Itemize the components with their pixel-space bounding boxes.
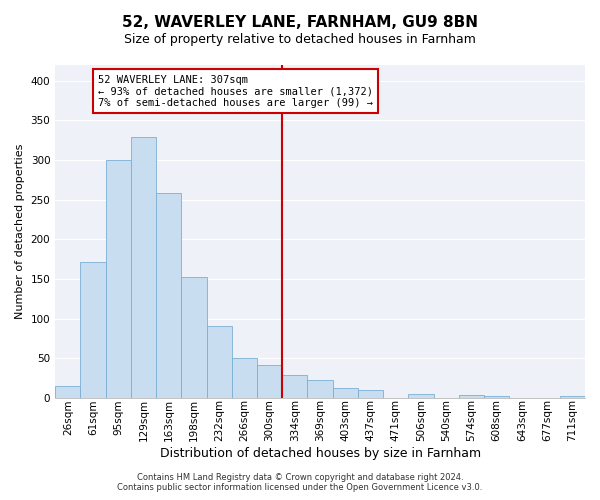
- Bar: [459, 395, 484, 398]
- Bar: [484, 396, 509, 398]
- Bar: [131, 137, 156, 398]
- Text: Contains HM Land Registry data © Crown copyright and database right 2024.
Contai: Contains HM Land Registry data © Crown c…: [118, 473, 482, 492]
- Bar: [206, 326, 232, 398]
- Bar: [106, 160, 131, 398]
- Y-axis label: Number of detached properties: Number of detached properties: [15, 144, 25, 319]
- Bar: [409, 394, 434, 398]
- Bar: [55, 386, 80, 398]
- Text: 52 WAVERLEY LANE: 307sqm
← 93% of detached houses are smaller (1,372)
7% of semi: 52 WAVERLEY LANE: 307sqm ← 93% of detach…: [98, 74, 373, 108]
- X-axis label: Distribution of detached houses by size in Farnham: Distribution of detached houses by size …: [160, 447, 481, 460]
- Bar: [282, 375, 307, 398]
- Bar: [307, 380, 332, 398]
- Text: 52, WAVERLEY LANE, FARNHAM, GU9 8BN: 52, WAVERLEY LANE, FARNHAM, GU9 8BN: [122, 15, 478, 30]
- Bar: [181, 276, 206, 398]
- Bar: [358, 390, 383, 398]
- Bar: [560, 396, 585, 398]
- Bar: [232, 358, 257, 398]
- Bar: [80, 262, 106, 398]
- Bar: [332, 388, 358, 398]
- Text: Size of property relative to detached houses in Farnham: Size of property relative to detached ho…: [124, 32, 476, 46]
- Bar: [257, 364, 282, 398]
- Bar: [156, 192, 181, 398]
